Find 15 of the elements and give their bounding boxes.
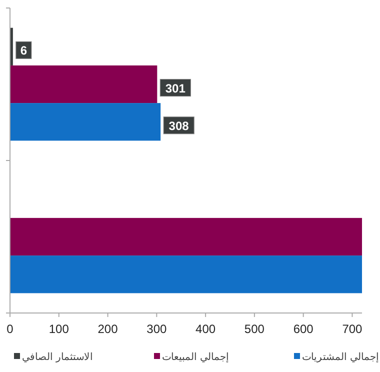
x-tick-label: 700 bbox=[342, 322, 363, 336]
x-tick-label: 200 bbox=[98, 322, 118, 336]
x-tick-label: 400 bbox=[196, 322, 216, 336]
data-label: 301 bbox=[165, 81, 186, 96]
x-tick-label: 500 bbox=[244, 322, 265, 336]
x-tick-label: 100 bbox=[48, 322, 70, 336]
data-label: 6 bbox=[20, 44, 28, 58]
x-tick-label: 300 bbox=[146, 322, 167, 336]
data-label: 308 bbox=[168, 118, 190, 133]
x-tick-label: 0 bbox=[6, 322, 14, 336]
bar bbox=[10, 256, 362, 294]
bar bbox=[10, 65, 158, 104]
bar bbox=[10, 218, 362, 256]
x-tick-label: 600 bbox=[293, 322, 314, 336]
bar bbox=[10, 103, 161, 141]
